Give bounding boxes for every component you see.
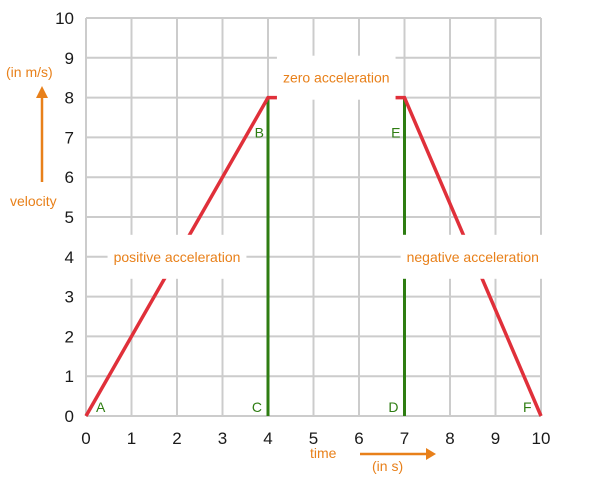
x-tick-label: 2 [172, 429, 181, 448]
y-tick-label: 6 [65, 168, 74, 187]
y-tick-labels: 0 1 2 3 4 5 6 7 8 9 10 [55, 9, 74, 426]
annotation-background [107, 234, 247, 279]
annotation-background [276, 55, 396, 100]
point-label: B [255, 125, 264, 141]
y-unit-label: (in m/s) [6, 64, 53, 80]
annotation-background [400, 234, 545, 279]
annotation-text: negative acceleration [407, 249, 539, 265]
x-tick-label: 8 [445, 429, 454, 448]
x-tick-label: 9 [491, 429, 500, 448]
y-tick-label: 7 [65, 128, 74, 147]
x-axis-arrow [360, 448, 436, 460]
x-axis-label: time [310, 445, 337, 461]
y-tick-label: 1 [65, 367, 74, 386]
x-tick-labels: 0 1 2 3 4 5 6 7 8 9 10 [81, 429, 550, 448]
y-axis-arrow [36, 86, 48, 182]
x-tick-label: 6 [354, 429, 363, 448]
x-tick-label: 3 [218, 429, 227, 448]
point-label: C [252, 399, 262, 415]
annotation-text: zero acceleration [283, 70, 390, 86]
x-tick-label: 4 [263, 429, 272, 448]
annotation: zero acceleration [276, 55, 396, 100]
x-tick-label: 10 [532, 429, 551, 448]
point-labels: A B C D E F [96, 125, 532, 415]
y-tick-label: 9 [65, 49, 74, 68]
x-tick-label: 1 [127, 429, 136, 448]
y-tick-label: 2 [65, 327, 74, 346]
y-tick-label: 5 [65, 208, 74, 227]
y-tick-label: 10 [55, 9, 74, 28]
x-tick-label: 0 [81, 429, 90, 448]
y-tick-label: 0 [65, 407, 74, 426]
y-axis-label: velocity [10, 193, 57, 209]
point-label: E [391, 125, 400, 141]
annotations: positive acceleration zero acceleration ne… [107, 55, 545, 279]
y-tick-label: 4 [65, 248, 74, 267]
annotation: positive acceleration [107, 234, 247, 279]
y-tick-label: 8 [65, 89, 74, 108]
y-tick-label: 3 [65, 288, 74, 307]
annotation-text: positive acceleration [114, 249, 241, 265]
x-tick-label: 5 [309, 429, 318, 448]
point-label: A [96, 399, 106, 415]
x-unit-label: (in s) [372, 458, 403, 474]
annotation: negative acceleration [400, 234, 545, 279]
point-label: F [523, 399, 532, 415]
x-tick-label: 7 [400, 429, 409, 448]
point-label: D [388, 399, 398, 415]
